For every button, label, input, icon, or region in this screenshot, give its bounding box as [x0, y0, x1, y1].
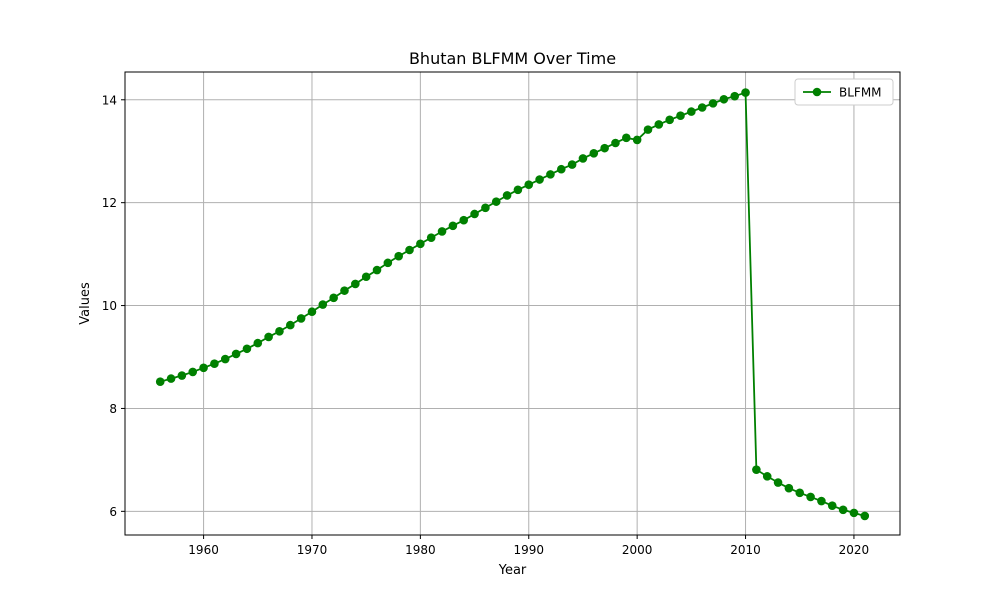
data-point: [372, 265, 382, 275]
data-point: [687, 107, 696, 116]
data-point: [838, 505, 848, 515]
data-point: [546, 170, 555, 179]
y-tick-label: 6: [109, 505, 117, 519]
x-axis-label: Year: [498, 563, 527, 578]
data-point: [481, 203, 490, 213]
data-point: [329, 293, 338, 303]
data-point: [285, 320, 295, 330]
legend-box: [794, 78, 894, 106]
data-point: [448, 221, 458, 231]
data-point: [459, 215, 469, 225]
data-point: [676, 111, 685, 121]
x-tick-label: 1990: [513, 543, 544, 557]
data-point: [177, 371, 187, 380]
data-point: [416, 239, 425, 249]
data-point: [296, 314, 306, 323]
legend: BLFMM: [794, 78, 894, 106]
data-point: [600, 143, 609, 153]
data-point: [166, 374, 176, 383]
legend-label: BLFMM: [839, 86, 882, 100]
data-point: [361, 272, 371, 282]
data-point: [210, 359, 219, 368]
y-tick-label: 14: [102, 93, 117, 107]
data-point: [437, 227, 447, 236]
data-point: [589, 148, 599, 158]
grid-lines: [125, 72, 900, 535]
data-point: [860, 511, 870, 521]
legend-marker-swatch: [812, 87, 822, 97]
data-point: [654, 120, 664, 129]
data-point: [752, 465, 761, 474]
data-point: [827, 501, 837, 510]
data-point: [231, 349, 241, 359]
data-point: [535, 175, 544, 184]
data-point: [351, 279, 360, 289]
data-point: [806, 492, 815, 502]
data-point: [632, 135, 642, 145]
data-point: [394, 251, 403, 261]
data-point: [611, 138, 620, 148]
y-tick-label: 10: [102, 299, 117, 313]
data-point: [426, 233, 436, 242]
data-point: [795, 488, 805, 498]
data-point: [155, 377, 165, 386]
y-axis-ticks: 6 8 10 12 14: [102, 93, 125, 519]
data-point: [524, 180, 534, 189]
x-tick-label: 1970: [297, 543, 328, 557]
data-point: [491, 197, 501, 206]
y-axis-label: Values: [78, 282, 93, 325]
plot-frame: [124, 71, 901, 536]
data-point: [643, 125, 653, 134]
x-tick-label: 2020: [839, 543, 870, 557]
data-point: [741, 88, 750, 97]
data-point: [264, 332, 273, 342]
x-tick-label: 2000: [622, 543, 653, 557]
data-point: [622, 133, 631, 143]
data-point: [513, 185, 523, 195]
data-point: [719, 94, 729, 104]
data-point: [318, 300, 328, 309]
plot-area-background: [125, 72, 900, 535]
data-point: [307, 307, 317, 317]
data-point: [773, 478, 783, 487]
series-markers: [155, 88, 870, 521]
data-point: [817, 496, 826, 506]
data-point: [665, 115, 674, 125]
data-point: [220, 354, 230, 364]
data-point: [340, 286, 349, 295]
data-point: [242, 344, 252, 354]
data-point: [556, 164, 566, 174]
data-point: [578, 154, 588, 163]
x-tick-label: 2010: [730, 543, 761, 557]
data-point: [697, 103, 707, 112]
data-point: [275, 326, 284, 336]
data-point: [567, 160, 577, 169]
data-point: [199, 363, 208, 373]
data-point: [383, 258, 393, 268]
y-tick-label: 8: [109, 402, 117, 416]
data-point: [784, 483, 794, 493]
data-point: [849, 508, 859, 518]
chart-title: Bhutan BLFMM Over Time: [409, 49, 616, 68]
data-point: [708, 99, 718, 108]
data-point: [762, 472, 772, 481]
data-point: [470, 209, 479, 219]
data-point: [730, 91, 740, 101]
data-point: [405, 245, 414, 255]
x-axis-ticks: 1960 1970 1980 1990 2000 2010 2020: [188, 535, 869, 557]
data-point: [253, 338, 263, 348]
data-point: [188, 367, 198, 377]
y-tick-label: 12: [102, 196, 117, 210]
x-tick-label: 1960: [188, 543, 219, 557]
data-point: [502, 191, 512, 200]
x-tick-label: 1980: [405, 543, 436, 557]
